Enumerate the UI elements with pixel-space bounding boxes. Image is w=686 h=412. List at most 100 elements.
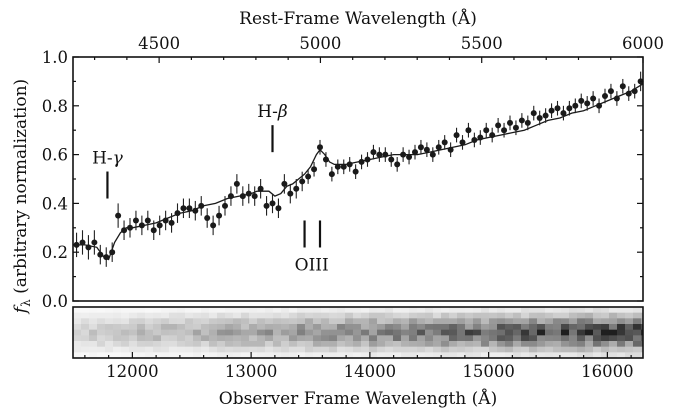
- strip-pixel: [369, 346, 378, 353]
- strip-pixel: [593, 352, 602, 358]
- strip-pixel: [473, 312, 482, 319]
- strip-pixel: [641, 329, 643, 336]
- strip-pixel: [273, 346, 282, 353]
- strip-pixel: [121, 335, 130, 342]
- strip-pixel: [385, 346, 394, 353]
- strip-pixel: [441, 341, 450, 348]
- strip-pixel: [153, 346, 162, 353]
- strip-pixel: [209, 307, 218, 314]
- strip-pixel: [233, 352, 242, 358]
- strip-pixel: [113, 307, 122, 314]
- x-tick-label: 12000: [106, 362, 159, 381]
- strip-pixel: [305, 312, 314, 319]
- strip-pixel: [337, 335, 346, 342]
- strip-pixel: [305, 352, 314, 358]
- strip-pixel: [169, 341, 178, 348]
- strip-pixel: [377, 318, 386, 325]
- strip-pixel: [377, 352, 386, 358]
- data-point: [216, 212, 223, 219]
- strip-pixel: [89, 318, 98, 325]
- strip-pixel: [185, 341, 194, 348]
- strip-pixel: [545, 324, 554, 331]
- strip-pixel: [497, 329, 506, 336]
- strip-pixel: [273, 341, 282, 348]
- strip-pixel: [185, 312, 194, 319]
- data-point: [352, 168, 359, 175]
- strip-pixel: [305, 307, 314, 314]
- strip-pixel: [577, 341, 586, 348]
- strip-pixel: [281, 312, 290, 319]
- strip-pixel: [393, 318, 402, 325]
- strip-pixel: [177, 352, 186, 358]
- strip-pixel: [425, 307, 434, 314]
- strip-pixel: [417, 329, 426, 336]
- strip-pixel: [97, 341, 106, 348]
- strip-pixel: [145, 352, 154, 358]
- data-point: [507, 119, 513, 126]
- strip-pixel: [321, 324, 330, 331]
- strip-pixel: [121, 329, 130, 336]
- strip-pixel: [97, 329, 106, 336]
- strip-pixel: [321, 312, 330, 319]
- data-point: [121, 227, 128, 234]
- strip-pixel: [289, 324, 298, 331]
- strip-pixel: [217, 341, 226, 348]
- strip-pixel: [585, 312, 594, 319]
- strip-pixel: [281, 335, 290, 342]
- strip-pixel: [569, 324, 578, 331]
- data-point: [322, 156, 329, 163]
- strip-pixel: [233, 329, 242, 336]
- strip-pixel: [89, 341, 98, 348]
- strip-pixel: [161, 312, 170, 319]
- strip-pixel: [497, 324, 506, 331]
- strip-pixel: [273, 335, 282, 342]
- strip-pixel: [265, 341, 274, 348]
- data-point: [269, 200, 276, 207]
- strip-pixel: [569, 335, 578, 342]
- strip-pixel: [457, 324, 466, 331]
- data-point: [257, 185, 264, 192]
- data-point: [560, 110, 567, 117]
- strip-pixel: [401, 329, 410, 336]
- strip-pixel: [481, 324, 490, 331]
- strip-pixel: [161, 307, 170, 314]
- strip-pixel: [265, 324, 274, 331]
- strip-pixel: [209, 324, 218, 331]
- strip-pixel: [409, 352, 418, 358]
- strip-pixel: [257, 329, 266, 336]
- strip-pixel: [249, 324, 258, 331]
- strip-pixel: [113, 335, 122, 342]
- strip-pixel: [625, 352, 634, 358]
- strip-pixel: [449, 341, 458, 348]
- strip-pixel: [113, 346, 122, 353]
- strip-pixel: [321, 307, 330, 314]
- strip-pixel: [473, 307, 482, 314]
- strip-pixel: [217, 346, 226, 353]
- strip-pixel: [537, 352, 546, 358]
- strip-pixel: [89, 352, 98, 358]
- strip-pixel: [569, 318, 578, 325]
- strip-pixel: [249, 346, 258, 353]
- x2-axis-label: Rest-Frame Wavelength (Å): [239, 8, 477, 29]
- strip-pixel: [473, 352, 482, 358]
- strip-pixel: [385, 307, 394, 314]
- strip-pixel: [561, 352, 570, 358]
- strip-pixel: [233, 341, 242, 348]
- strip-pixel: [225, 335, 234, 342]
- strip-pixel: [385, 341, 394, 348]
- strip-pixel: [193, 335, 202, 342]
- strip-pixel: [401, 352, 410, 358]
- strip-pixel: [329, 318, 338, 325]
- strip-pixel: [241, 346, 250, 353]
- strip-pixel: [137, 346, 146, 353]
- strip-pixel: [529, 341, 538, 348]
- strip-pixel: [521, 329, 530, 336]
- data-point: [364, 156, 371, 163]
- strip-pixel: [345, 318, 354, 325]
- strip-pixel: [489, 346, 498, 353]
- strip-pixel: [265, 307, 274, 314]
- strip-pixel: [353, 329, 362, 336]
- strip-pixel: [377, 307, 386, 314]
- strip-pixel: [153, 352, 162, 358]
